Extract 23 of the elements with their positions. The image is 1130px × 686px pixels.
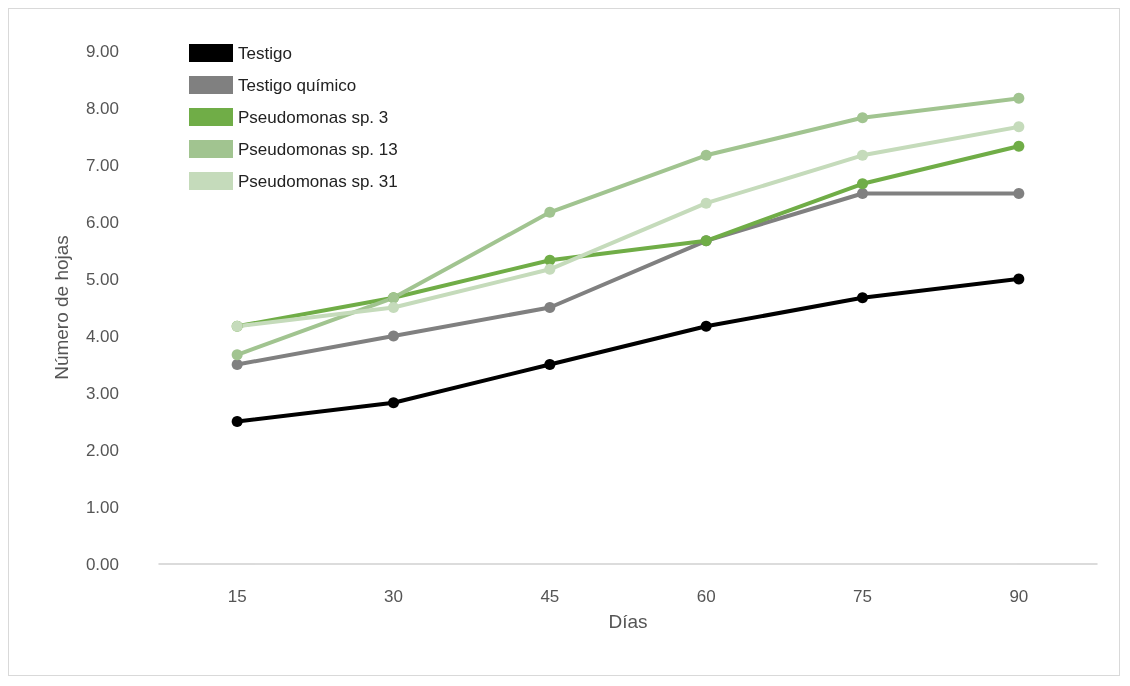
y-tick-label: 9.00 [85, 41, 119, 61]
x-tick-label: 75 [853, 587, 872, 606]
legend-label: Testigo químico [238, 75, 357, 95]
y-tick-label: 5.00 [85, 269, 119, 289]
y-tick-label: 8.00 [85, 98, 119, 118]
y-axis-title: Número de hojas [51, 235, 72, 380]
y-tick-label: 7.00 [85, 155, 119, 175]
legend-label: Pseudomonas sp. 3 [238, 107, 389, 127]
x-tick-label: 45 [540, 587, 560, 606]
y-tick-label: 2.00 [85, 440, 119, 460]
y-tick-label: 1.00 [85, 497, 119, 517]
x-tick-label: 30 [384, 587, 403, 606]
y-tick-label: 3.00 [85, 383, 119, 403]
y-tick-label: 4.00 [85, 326, 119, 346]
legend-label: Pseudomonas sp. 31 [238, 171, 398, 191]
y-tick-label: 6.00 [85, 212, 119, 232]
x-axis-title: Días [608, 611, 648, 632]
legend-label: Pseudomonas sp. 13 [238, 139, 398, 159]
x-tick-label: 90 [1009, 587, 1029, 606]
x-tick-label: 60 [696, 587, 716, 606]
legend-label: Testigo [238, 43, 292, 63]
x-tick-label: 15 [227, 587, 247, 606]
y-tick-label: 0.00 [85, 554, 119, 574]
